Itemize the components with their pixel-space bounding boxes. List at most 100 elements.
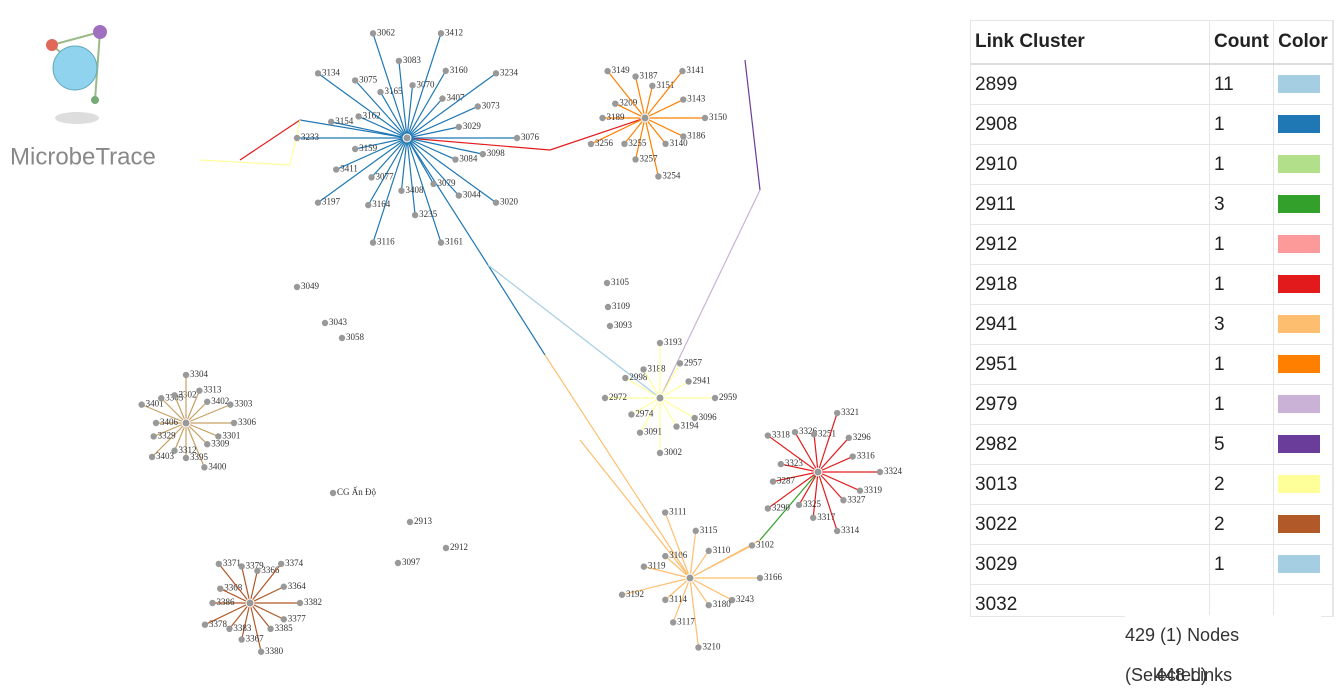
node-label: 3395 (190, 452, 209, 462)
link (817, 455, 853, 473)
node-label: 3160 (450, 65, 469, 75)
node (227, 401, 234, 408)
cluster-cell: 3029 (971, 544, 1210, 585)
node-label: 3154 (335, 116, 354, 126)
link (241, 602, 251, 640)
node (640, 563, 648, 570)
link (317, 137, 408, 204)
link (185, 422, 205, 468)
node-label: 3306 (238, 417, 257, 427)
node-label: 3166 (764, 572, 783, 582)
link (355, 137, 408, 150)
node-label: 2959 (719, 392, 738, 402)
color-cell (1273, 584, 1333, 616)
node-label: 3058 (346, 332, 365, 342)
link (767, 471, 819, 509)
cluster: 3076 3098 3084 3020 3044 3079 3161 3235 3408 3116… (293, 27, 540, 247)
link (615, 103, 646, 119)
node (492, 199, 500, 206)
node-label: 3093 (614, 320, 633, 330)
node-label: 3119 (648, 561, 666, 571)
node (840, 497, 847, 504)
node-label: 3367 (246, 634, 264, 644)
node (204, 441, 211, 448)
link (579, 439, 691, 579)
node (656, 449, 664, 457)
link (406, 137, 483, 155)
table-row: 2899 11 (971, 63, 1333, 105)
color-swatch (1278, 435, 1321, 454)
link (249, 602, 272, 630)
node (398, 187, 405, 194)
node (728, 596, 736, 604)
node-label: 3115 (700, 525, 718, 535)
hub-node (181, 418, 191, 428)
link (249, 570, 258, 604)
table-row: 2982 5 (971, 424, 1333, 465)
cluster-cell: 2908 (971, 104, 1210, 145)
node (662, 596, 669, 604)
color-cell (1273, 304, 1333, 345)
node (437, 239, 445, 246)
count-cell: 3 (1209, 184, 1275, 225)
node (327, 118, 335, 126)
node-label: 3105 (611, 277, 630, 287)
node (152, 419, 160, 427)
cluster-cell: 3022 (971, 504, 1210, 545)
node (338, 334, 346, 342)
node (492, 70, 500, 77)
node (455, 123, 463, 131)
node-label: 3401 (146, 399, 164, 409)
node (604, 67, 611, 75)
node-label: 3070 (417, 79, 436, 89)
link (406, 70, 447, 139)
node-label: 3287 (777, 476, 796, 486)
node-label: 3411 (340, 164, 358, 174)
link (249, 586, 285, 604)
color-cell (1273, 384, 1333, 425)
node (293, 134, 301, 142)
link (794, 431, 819, 473)
node-label: 3116 (377, 237, 395, 247)
node-label: 3197 (322, 197, 341, 207)
node-label: 3412 (445, 27, 463, 37)
node (215, 560, 223, 568)
link (664, 577, 691, 601)
color-cell (1273, 464, 1333, 505)
link (160, 397, 187, 424)
cluster-cell: 2912 (971, 224, 1210, 265)
link (689, 550, 710, 579)
node (640, 366, 647, 373)
node-label: 3044 (463, 190, 482, 200)
hub-node (685, 573, 695, 583)
node (705, 601, 712, 609)
node (632, 156, 639, 163)
link (689, 544, 753, 579)
node (394, 559, 402, 567)
node-label: 3134 (322, 67, 341, 77)
node (661, 509, 669, 516)
link (331, 121, 408, 139)
count-cell: 2 (1209, 464, 1275, 505)
node-label: 3325 (803, 499, 822, 509)
link (634, 117, 646, 160)
node (833, 409, 841, 417)
node-label: 3243 (736, 594, 755, 604)
node-label: 3097 (402, 557, 421, 567)
network-view: MicrobeTrace 3076 3098 3084 3020 3044 3079 316… (10, 25, 903, 656)
links-label: Links (1190, 665, 1233, 685)
logo-text: MicrobeTrace (10, 143, 156, 170)
cluster-table: Link Cluster Count Color 2899 11 2908 1 2910 1 2… (970, 20, 1334, 617)
node-label: 3407 (446, 93, 465, 103)
node (314, 199, 322, 206)
color-swatch (1278, 275, 1321, 294)
node (452, 156, 459, 163)
node-label: 3162 (363, 111, 381, 121)
node (351, 145, 359, 153)
node (280, 616, 287, 623)
link (354, 80, 408, 139)
node-label: 3377 (288, 613, 307, 623)
count-cell: 1 (1209, 104, 1275, 145)
hub-node (813, 467, 823, 477)
header-row: Link Cluster Count Color (971, 21, 1333, 65)
